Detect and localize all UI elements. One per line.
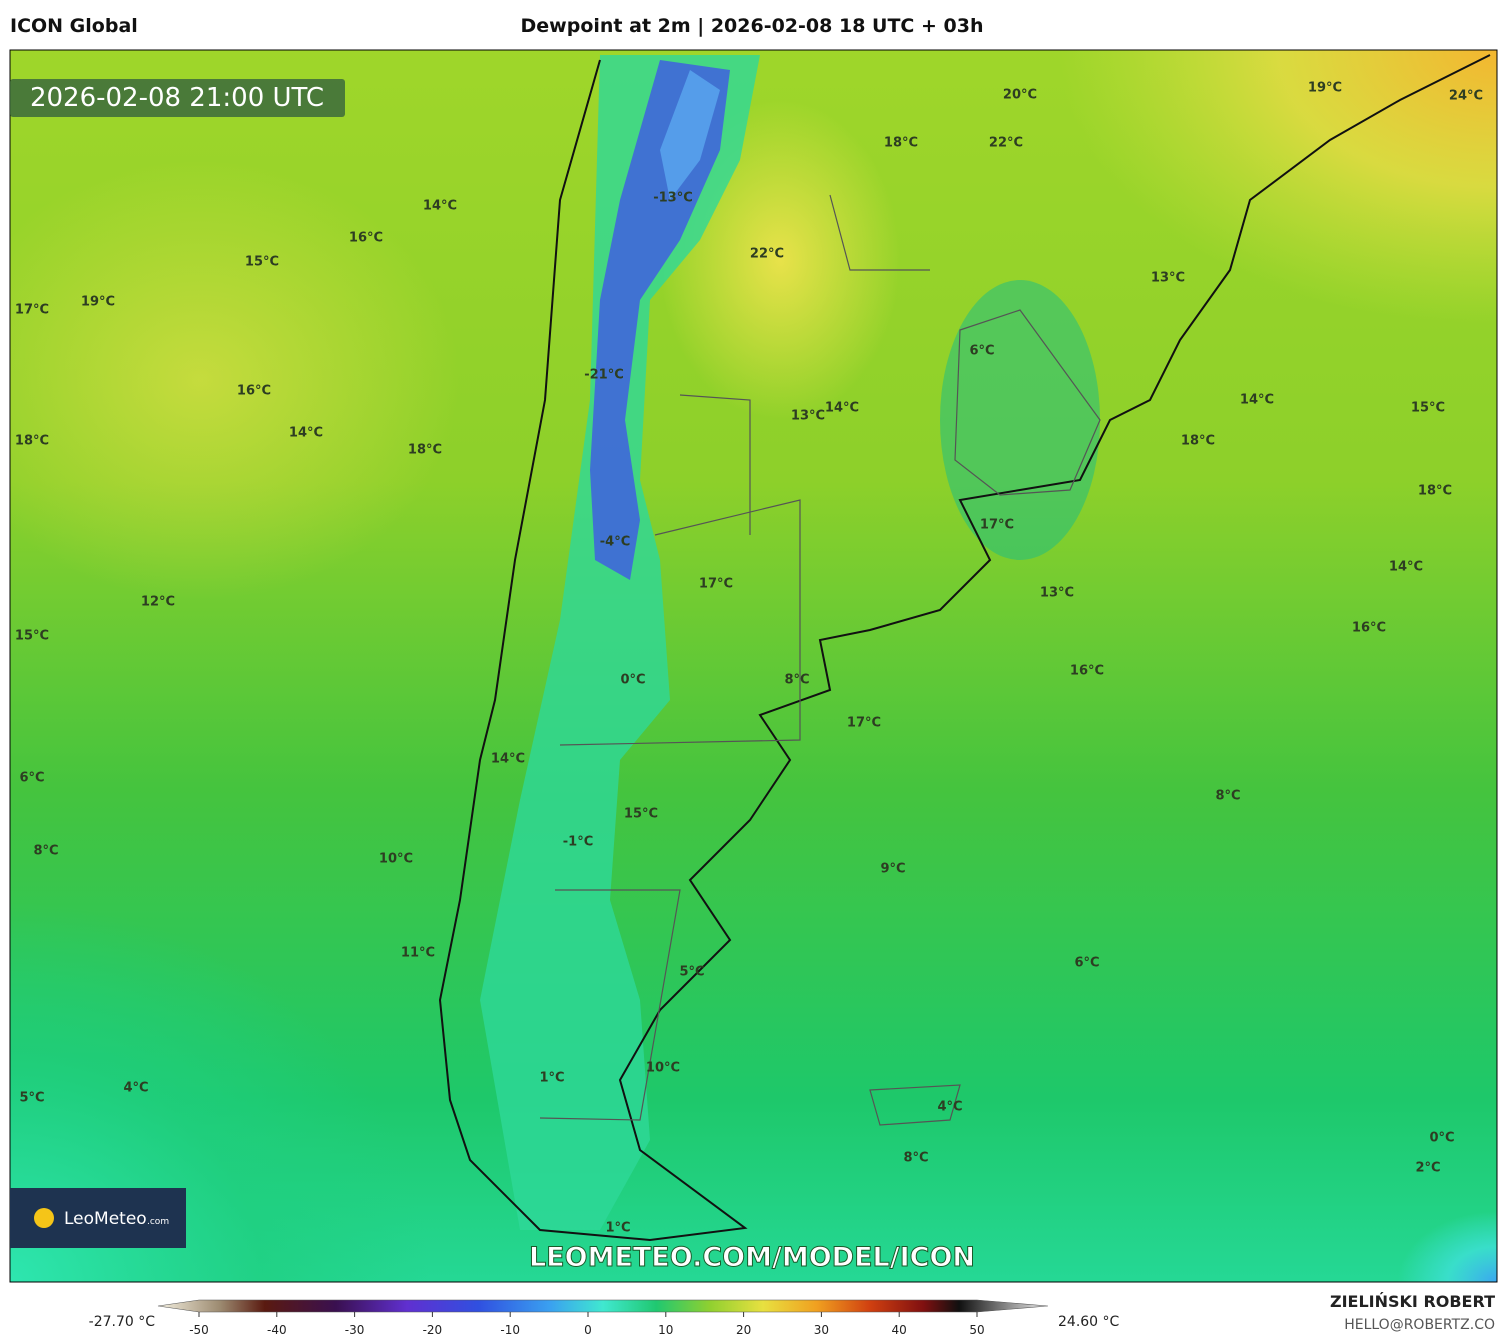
temperature-label: 14°C (423, 199, 457, 214)
colorbar-tick-label: 20 (736, 1323, 751, 1337)
temperature-label: 4°C (937, 1100, 962, 1115)
temperature-label: 19°C (81, 295, 115, 310)
temperature-label: 17°C (15, 303, 49, 318)
temperature-label: 15°C (1411, 401, 1445, 416)
colorbar-tick-label: 0 (584, 1323, 592, 1337)
temperature-label: 13°C (791, 409, 825, 424)
temperature-label: 20°C (1003, 88, 1037, 103)
temperature-label: 4°C (123, 1081, 148, 1096)
colorbar: -50 -40 -30 -20 -10 0 10 20 30 40 50 (157, 1299, 1049, 1337)
temperature-label: 11°C (401, 946, 435, 961)
temperature-label: 16°C (1070, 664, 1104, 679)
colorbar-tick-label: -20 (423, 1323, 443, 1337)
colorbar-tick-label: 40 (892, 1323, 907, 1337)
logo-name: LeoMeteo (64, 1209, 147, 1229)
temperature-label: 6°C (1074, 956, 1099, 971)
colorbar-tick-label: 50 (969, 1323, 984, 1337)
temperature-label: 8°C (1215, 789, 1240, 804)
temperature-label: 18°C (1418, 484, 1452, 499)
temperature-label: 8°C (903, 1151, 928, 1166)
temperature-label: 15°C (15, 629, 49, 644)
temperature-label: 14°C (491, 752, 525, 767)
temperature-label: 8°C (784, 673, 809, 688)
temperature-label: 1°C (539, 1071, 564, 1086)
colorbar-tick-label: 30 (814, 1323, 829, 1337)
temperature-label: 18°C (15, 434, 49, 449)
logo-suffix: .com (147, 1217, 169, 1227)
temperature-label: 10°C (379, 852, 413, 867)
temperature-label: 22°C (750, 247, 784, 262)
contact: HELLO@ROBERTZ.CO (1344, 1317, 1495, 1333)
valid-time: 2026-02-08 21:00 UTC (30, 83, 324, 113)
temperature-label: 12°C (141, 595, 175, 610)
temperature-label: 18°C (1181, 434, 1215, 449)
temperature-label: 6°C (969, 344, 994, 359)
temperature-label: 5°C (679, 965, 704, 980)
colorbar-tick-label: 10 (658, 1323, 673, 1337)
temperature-label: -21°C (584, 368, 624, 383)
temperature-label: 15°C (245, 255, 279, 270)
temperature-label: 15°C (624, 807, 658, 822)
colorbar-tick-label: -50 (189, 1323, 209, 1337)
map-title: Dewpoint at 2m | 2026-02-08 18 UTC + 03h (521, 15, 984, 37)
temperature-label: 18°C (884, 136, 918, 151)
colorbar-tick-label: -40 (267, 1323, 287, 1337)
author: ZIELIŃSKI ROBERT (1330, 1292, 1495, 1311)
temperature-label: -4°C (600, 535, 630, 550)
temperature-label: 14°C (289, 426, 323, 441)
colorbar-tick-label: -30 (345, 1323, 365, 1337)
temperature-label: 8°C (33, 844, 58, 859)
temperature-label: 16°C (237, 384, 271, 399)
temperature-label: 14°C (825, 401, 859, 416)
temperature-label: 13°C (1151, 271, 1185, 286)
temperature-label: 16°C (349, 231, 383, 246)
temperature-label: 14°C (1389, 560, 1423, 575)
temperature-label: 5°C (19, 1091, 44, 1106)
temperature-label: 2°C (1415, 1161, 1440, 1176)
colorbar-max: 24.60 °C (1058, 1314, 1120, 1330)
temperature-label: 18°C (408, 443, 442, 458)
colorbar-min: -27.70 °C (89, 1314, 156, 1330)
temperature-label: 17°C (980, 518, 1014, 533)
temperature-label: 9°C (880, 862, 905, 877)
temperature-label: 14°C (1240, 393, 1274, 408)
temperature-label: -13°C (653, 191, 693, 206)
temperature-label: 22°C (989, 136, 1023, 151)
watermark: LEOMETEO.COM/MODEL/ICON (529, 1242, 975, 1273)
temperature-label: 13°C (1040, 586, 1074, 601)
temperature-label: 6°C (19, 771, 44, 786)
temperature-label: 17°C (847, 716, 881, 731)
temperature-label: 1°C (605, 1221, 630, 1236)
temperature-label: 17°C (699, 577, 733, 592)
map-area: 20°C 19°C 24°C 18°C 22°C -13°C 14°C 16°C 22°C 15°… (10, 50, 1497, 1282)
temperature-label: 16°C (1352, 621, 1386, 636)
model-name: ICON Global (10, 15, 138, 37)
temperature-label: 0°C (1429, 1131, 1454, 1146)
temperature-label: 0°C (620, 673, 645, 688)
temperature-label: -1°C (563, 835, 593, 850)
colorbar-tick-label: -10 (500, 1323, 520, 1337)
temperature-label: 24°C (1449, 89, 1483, 104)
temperature-label: 10°C (646, 1061, 680, 1076)
temperature-label: 19°C (1308, 81, 1342, 96)
